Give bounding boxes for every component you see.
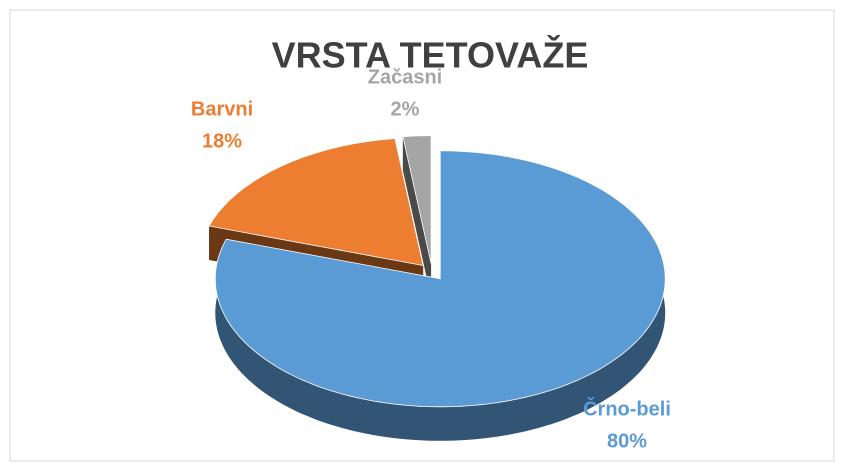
slice [208,138,424,267]
chart-title: VRSTA TETOVAŽE [272,34,589,76]
slice [214,150,666,408]
slice [402,135,432,264]
slice-value-label: 2% [391,98,420,120]
slice-side [402,136,432,298]
slice-value-label: 80% [607,430,647,452]
slice-label: Barvni [191,98,253,120]
pie [208,135,666,441]
slice-label: Začasni [368,66,442,88]
slice-value-label: 18% [202,130,242,152]
slice-label: Črno-beli [583,396,671,420]
